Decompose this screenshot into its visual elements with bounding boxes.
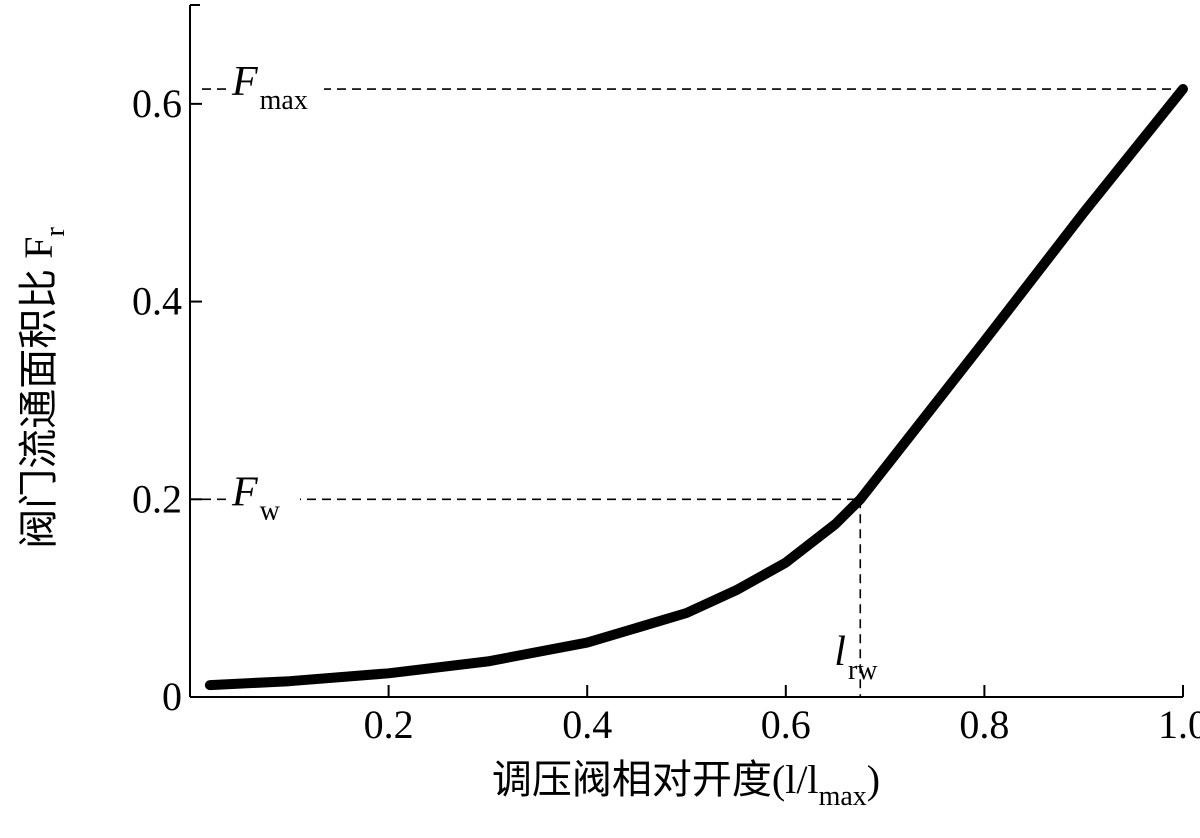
fw-label-main: F <box>231 469 258 515</box>
y-axis-title: 阀门流通面积比 Fr <box>16 227 71 549</box>
fmax-label: Fmax <box>231 59 308 116</box>
x-axis-title: 调压阀相对开度(l/lmax) <box>492 757 880 812</box>
reference-lines <box>202 65 1183 697</box>
fmax-label-main: F <box>231 59 258 105</box>
fw-label-sub: w <box>260 495 281 526</box>
x-axis-title-main: 调压阀相对开度(l/l <box>492 757 819 802</box>
axes <box>189 4 1183 698</box>
fw-label: Fw <box>231 469 281 526</box>
x-tick-label: 0.4 <box>562 702 612 747</box>
x-axis-ticks: 0.2 0.4 0.6 0.8 1.0 <box>364 685 1200 747</box>
fmax-label-sub: max <box>260 85 308 116</box>
y-tick-label: 0.4 <box>132 279 182 324</box>
y-tick-label: 0.6 <box>132 81 182 126</box>
y-axis-title-sub: r <box>40 227 71 237</box>
y-axis-title-main: 阀门流通面积比 F <box>16 237 61 549</box>
fmax-label-bg <box>228 65 324 118</box>
series-line-0 <box>204 84 1188 691</box>
fw-label-bg <box>228 475 300 528</box>
y-tick-label: 0.2 <box>132 476 182 521</box>
x-tick-label: 0.8 <box>959 702 1009 747</box>
axis-titles: 调压阀相对开度(l/lmax) 阀门流通面积比 Fr <box>16 227 880 812</box>
lrw-label: lrw <box>834 629 878 686</box>
lrw-label-sub: rw <box>848 655 878 686</box>
series-layer <box>204 84 1188 691</box>
lrw-label-main: l <box>834 629 846 675</box>
x-tick-label: 0.2 <box>364 702 414 747</box>
x-tick-label: 1.0 <box>1158 702 1200 747</box>
y-axis-ticks: 0 0.2 0.4 0.6 <box>132 81 202 719</box>
x-axis-title-sub: max <box>819 781 867 812</box>
x-axis-title-close: ) <box>867 757 880 802</box>
y-tick-label: 0 <box>162 674 182 719</box>
x-tick-label: 0.6 <box>761 702 811 747</box>
